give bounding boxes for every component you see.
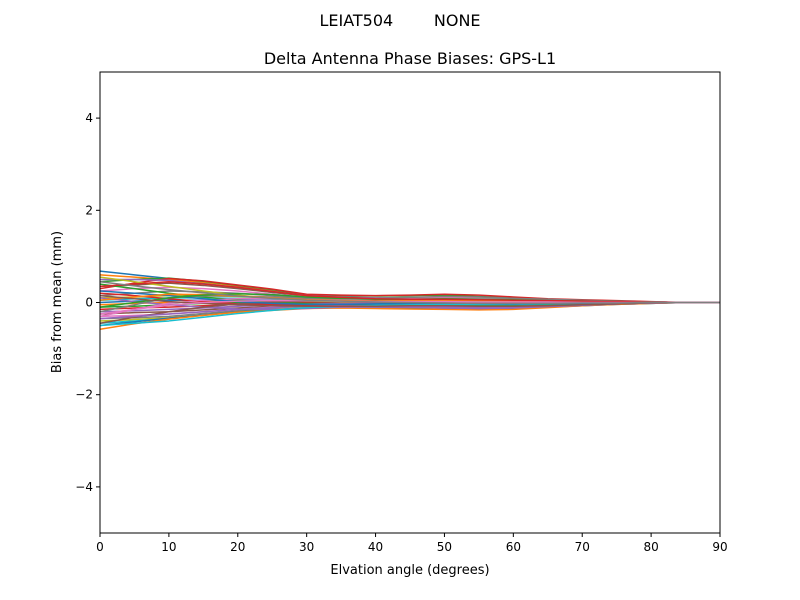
figure-suptitle: LEIAT504 NONE xyxy=(319,11,480,30)
x-axis-label: Elvation angle (degrees) xyxy=(330,563,489,578)
y-tick-label: 0 xyxy=(85,296,93,310)
y-tick-label: −4 xyxy=(75,480,93,494)
x-tick-label: 60 xyxy=(506,540,521,554)
y-tick-label: −2 xyxy=(75,388,93,402)
x-tick-label: 10 xyxy=(161,540,176,554)
x-tick-label: 50 xyxy=(437,540,452,554)
x-tick-label: 0 xyxy=(96,540,104,554)
x-tick-label: 80 xyxy=(643,540,658,554)
series-layer xyxy=(100,270,720,330)
y-tick-label: 4 xyxy=(85,111,93,125)
series-line-38 xyxy=(100,281,720,305)
series-line-36 xyxy=(100,294,720,307)
y-tick-label: 2 xyxy=(85,203,93,217)
x-tick-label: 90 xyxy=(712,540,727,554)
axes-layer: 0 10 20 30 40 50 60 70 80 90 −4 −2 0 2 4 xyxy=(75,71,728,554)
x-tick-label: 40 xyxy=(368,540,383,554)
series-line-34 xyxy=(100,281,720,304)
chart-title: Delta Antenna Phase Biases: GPS-L1 xyxy=(264,49,556,68)
x-tick-label: 70 xyxy=(575,540,590,554)
x-tick-label: 30 xyxy=(299,540,314,554)
x-tick-label: 20 xyxy=(230,540,245,554)
y-axis-label: Bias from mean (mm) xyxy=(50,231,65,373)
